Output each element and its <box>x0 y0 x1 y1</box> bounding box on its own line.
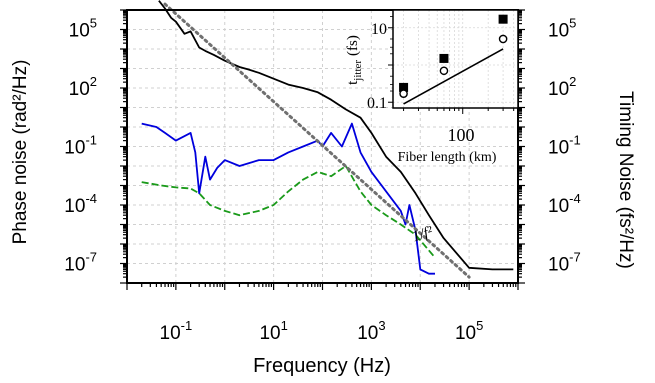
inset-background <box>393 10 518 108</box>
y-tick-label-right-base: 10 <box>548 79 569 100</box>
x-tick-label-base: 10 <box>357 323 378 344</box>
inset-y-tick-label: 10 <box>371 21 387 38</box>
inset-point-square <box>399 82 409 92</box>
main-ticks <box>120 9 525 290</box>
y-tick-label-right-exponent: -7 <box>569 250 581 265</box>
series-line-1 <box>158 0 514 271</box>
y-tick-label-right: 10-1 <box>548 133 581 159</box>
series-line-2 <box>141 122 435 275</box>
y-axis-title-left: Phase noise (rad²/Hz) <box>10 60 31 245</box>
y-tick-label-right-base: 10 <box>548 138 569 159</box>
inset-point-square <box>498 14 508 24</box>
y-tick-label-left-exponent: -1 <box>85 133 97 148</box>
y-tick-label-left-exponent: 5 <box>90 16 97 31</box>
inset-point-square <box>439 53 449 63</box>
inset-point-circle <box>399 89 408 98</box>
inset-y-axis-title: tjitter (fs) <box>345 35 364 85</box>
x-tick-label-exponent: 5 <box>476 318 483 333</box>
x-tick-label-exponent: 1 <box>281 318 288 333</box>
y-tick-label-right-exponent: -4 <box>569 191 581 206</box>
y-tick-label-left: 105 <box>69 16 97 42</box>
y-tick-label-left: 102 <box>69 74 97 100</box>
x-tick-label-base: 10 <box>160 323 181 344</box>
x-tick-label-base: 10 <box>455 323 476 344</box>
y-tick-label-right: 102 <box>548 74 576 100</box>
y-tick-label-left-base: 10 <box>64 255 85 276</box>
x-tick-label-exponent: 3 <box>378 318 385 333</box>
inset-points <box>399 14 508 98</box>
y-tick-label-left-base: 10 <box>64 138 85 159</box>
main-series <box>141 0 514 279</box>
series-line-4 <box>163 2 471 279</box>
y-tick-label-left: 10-4 <box>64 191 97 217</box>
y-tick-label-right-exponent: -1 <box>569 133 581 148</box>
y-tick-label-left-base: 10 <box>69 79 90 100</box>
y-tick-label-left-exponent: 2 <box>90 74 97 89</box>
y-tick-label-left-base: 10 <box>64 196 85 217</box>
series-line-3 <box>141 165 436 259</box>
x-tick-label: 105 <box>455 318 483 344</box>
y-tick-label-left-exponent: -4 <box>85 191 97 206</box>
x-axis-title: Frequency (Hz) <box>253 355 391 377</box>
y-tick-label-right-exponent: 2 <box>569 74 576 89</box>
y-tick-label-right-base: 10 <box>548 196 569 217</box>
inset-chart: 100.1 Fiber length (km) 100 tjitter(fs) <box>345 9 519 165</box>
y-tick-label-right: 105 <box>548 16 576 42</box>
inset-point-circle <box>439 66 449 76</box>
y-tick-label-left-exponent: -7 <box>85 250 97 265</box>
y-tick-label-right: 10-7 <box>548 250 581 276</box>
main-tick-labels: 10-1 101 103 10510510210-110-410-710510210-… <box>64 16 580 345</box>
y-tick-label-right-exponent: 5 <box>569 16 576 31</box>
y-axis-title-right: Timing Noise (fs²/Hz) <box>615 91 636 269</box>
inset-y-tick-label: 0.1 <box>367 95 387 112</box>
x-tick-label-exponent: -1 <box>181 318 193 333</box>
inset-x-tick-label: 100 <box>448 125 475 145</box>
inset-fit-line <box>403 48 504 105</box>
y-tick-label-right-base: 10 <box>548 21 569 42</box>
y-tick-label-right-base: 10 <box>548 255 569 276</box>
x-tick-label-base: 10 <box>259 323 280 344</box>
x-tick-label: 10-1 <box>160 318 193 344</box>
inset-x-axis-title: Fiber length (km) <box>398 150 497 165</box>
inset-ticks: 100.1 <box>367 16 515 114</box>
y-tick-label-left: 10-7 <box>64 250 97 276</box>
inset-point-circle <box>498 34 508 44</box>
inset-frame <box>392 9 519 109</box>
y-tick-label-left-base: 10 <box>69 21 90 42</box>
inset-y-title-unit: (fs) <box>345 35 361 56</box>
x-tick-label: 101 <box>259 318 287 344</box>
y-tick-label-right: 10-4 <box>548 191 581 217</box>
y-tick-label-left: 10-1 <box>64 133 97 159</box>
x-tick-label: 103 <box>357 318 385 344</box>
inset-y-title-sub: jitter <box>352 60 364 82</box>
inset-y-title-main: t <box>345 80 361 85</box>
slope-annotation: 1/f² <box>410 224 435 246</box>
